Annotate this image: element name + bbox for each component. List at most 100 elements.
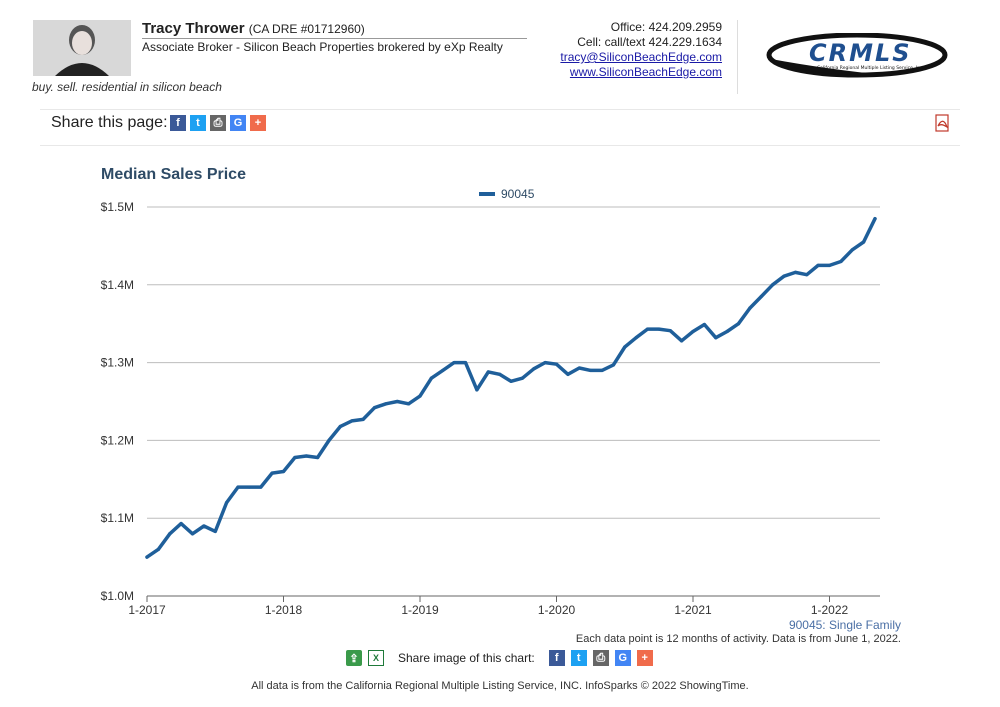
chart-title: Median Sales Price <box>101 166 246 183</box>
data-point <box>691 329 695 334</box>
data-point <box>304 454 308 458</box>
data-point <box>509 379 513 383</box>
chart-legend: 90045 <box>479 187 534 201</box>
footer-note: All data is from the California Regional… <box>251 680 749 692</box>
data-point <box>782 274 786 278</box>
data-point <box>202 524 206 528</box>
data-point <box>827 263 832 267</box>
share-image-bar: ⇪ X Share image of this chart: f t ⎙ G + <box>346 650 653 666</box>
data-point <box>805 273 809 277</box>
logo-text: CRMLS <box>809 39 912 67</box>
y-tick-label: $1.2M <box>101 433 134 447</box>
data-point <box>759 294 763 299</box>
email-link[interactable]: tracy@SiliconBeachEdge.com <box>560 50 722 64</box>
data-point <box>395 399 399 404</box>
chart-subtitle: 90045: Single Family <box>788 618 901 632</box>
data-point <box>225 501 229 505</box>
share-image-label: Share image of this chart: <box>398 651 535 665</box>
data-point <box>736 322 741 326</box>
data-point <box>657 327 661 331</box>
data-point <box>498 372 502 376</box>
data-point <box>156 547 160 551</box>
data-point <box>793 270 797 274</box>
share-page-icons: f t ⎙ G + <box>170 115 266 131</box>
data-point <box>145 555 149 559</box>
data-note: Each data point is 12 months of activity… <box>575 633 901 645</box>
data-point <box>748 306 752 310</box>
data-point <box>714 336 718 340</box>
dre-number: (CA DRE #01712960) <box>248 22 365 36</box>
data-point <box>179 522 183 526</box>
data-point <box>486 370 490 374</box>
print-icon[interactable]: ⎙ <box>592 650 609 666</box>
agent-name: Tracy Thrower (CA DRE #01712960) <box>142 20 365 37</box>
header-separator <box>737 20 738 94</box>
data-point <box>668 329 672 333</box>
logo-subtext: California Regional Multiple Listing Ser… <box>817 65 924 71</box>
data-point <box>418 394 422 398</box>
twitter-icon[interactable]: t <box>190 115 206 131</box>
x-tick-label: 1-2018 <box>265 603 303 617</box>
name-divider <box>142 38 527 39</box>
office-phone: Office: 424.209.2959 <box>610 20 722 34</box>
data-point <box>577 366 581 370</box>
data-point <box>645 327 650 331</box>
data-point <box>429 376 433 380</box>
data-point <box>168 532 172 536</box>
data-point <box>839 259 843 264</box>
y-tick-label: $1.5M <box>101 200 134 214</box>
y-tick-label: $1.1M <box>101 511 134 525</box>
x-tick-label: 1-2022 <box>811 603 849 617</box>
data-point <box>190 532 195 536</box>
print-icon[interactable]: ⎙ <box>210 115 226 131</box>
agent-role: Associate Broker - Silicon Beach Propert… <box>142 40 503 54</box>
facebook-icon[interactable]: f <box>548 650 565 666</box>
legend-swatch <box>479 192 495 196</box>
data-point <box>327 438 331 442</box>
data-point <box>350 419 354 423</box>
x-tick-label: 1-2021 <box>674 603 712 617</box>
agent-photo <box>33 20 131 76</box>
data-point <box>463 361 468 365</box>
y-tick-label: $1.4M <box>101 278 134 292</box>
data-point <box>281 469 286 474</box>
data-point <box>725 329 729 334</box>
twitter-icon[interactable]: t <box>570 650 587 666</box>
data-point <box>247 485 251 489</box>
share-page-label: Share this page: <box>51 114 168 131</box>
y-tick-label: $1.3M <box>101 356 134 370</box>
data-point <box>623 345 627 349</box>
website-link[interactable]: www.SiliconBeachEdge.com <box>569 65 722 79</box>
data-point <box>816 263 820 267</box>
data-point <box>316 455 320 460</box>
data-point <box>452 361 456 365</box>
x-tick-label: 1-2019 <box>401 603 439 617</box>
data-point <box>520 376 524 380</box>
google-icon[interactable]: G <box>230 115 246 131</box>
series-line-90045 <box>145 216 877 559</box>
y-tick-label: $1.0M <box>101 589 134 603</box>
data-point <box>259 485 263 489</box>
data-point <box>338 424 342 428</box>
tagline: buy. sell. residential in silicon beach <box>32 80 222 94</box>
x-tick-label: 1-2020 <box>538 603 576 617</box>
share-icon[interactable]: ⇪ <box>346 650 362 666</box>
data-point <box>532 367 536 371</box>
data-point <box>361 417 365 421</box>
contact-block: Office: 424.209.2959 Cell: call/text 424… <box>500 20 722 80</box>
google-icon[interactable]: G <box>614 650 631 666</box>
excel-icon[interactable]: X <box>368 650 384 666</box>
data-point <box>600 368 604 372</box>
data-point <box>270 471 274 475</box>
header-rule <box>40 109 960 110</box>
plus-icon[interactable]: + <box>636 650 653 666</box>
facebook-icon[interactable]: f <box>170 115 186 131</box>
plus-icon[interactable]: + <box>250 115 266 131</box>
data-point <box>384 402 388 406</box>
data-point <box>862 240 866 244</box>
data-point <box>873 217 877 221</box>
legend-label: 90045 <box>501 187 535 201</box>
crmls-logo: CRMLS California Regional Multiple Listi… <box>765 32 957 81</box>
pdf-icon[interactable] <box>935 114 951 132</box>
